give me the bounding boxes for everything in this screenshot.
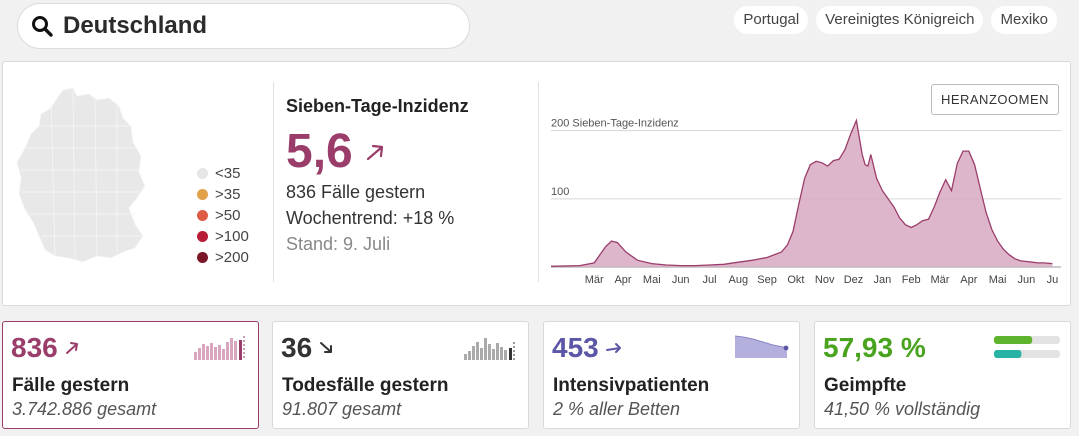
legend-label: >35 <box>215 186 241 203</box>
card-value-row: 453 <box>552 332 623 364</box>
x-tick-label: Okt <box>787 274 804 286</box>
incidence-title: Sieben-Tage-Inzidenz <box>286 96 469 116</box>
germany-map[interactable] <box>11 86 151 266</box>
germany-map-shape <box>16 87 146 263</box>
zoom-in-button[interactable]: HERANZOOMEN <box>930 84 1059 115</box>
card-sub: 3.742.886 gesamt <box>12 399 157 419</box>
x-tick-label: Feb <box>902 274 921 286</box>
legend-item: >100 <box>197 226 249 247</box>
divider <box>538 82 539 282</box>
map-legend: <35 >35 >50 >100 >200 <box>197 163 249 268</box>
legend-label: <35 <box>215 165 241 182</box>
legend-dot-lt35 <box>197 168 208 179</box>
card-sub: 41,50 % vollständig <box>824 399 981 419</box>
incidence-value: 5,6 <box>286 125 353 178</box>
incidence-chart[interactable]: 100 200 Sieben-Tage-Inzidenz Mär Apr Mai Jun… <box>545 117 1067 292</box>
legend-item: >50 <box>197 205 249 226</box>
legend-dot-gt200 <box>197 252 208 263</box>
card-value: 57,93 % <box>823 332 926 363</box>
vaccination-progress-icon <box>994 336 1060 358</box>
x-tick-label: Apr <box>614 274 631 286</box>
incidence-panel: <35 >35 >50 >100 >200 Sieben-Tage-Inzide… <box>2 61 1071 306</box>
card-value: 453 <box>552 332 599 363</box>
card-value-row: 57,93 % <box>823 332 926 364</box>
country-chips: Portugal Vereinigtes Königreich Mexiko <box>734 6 1057 34</box>
card-label: Fälle gestern <box>12 375 130 396</box>
cases-yesterday: 836 Fälle gestern <box>286 182 426 202</box>
country-chip-portugal[interactable]: Portugal <box>734 6 809 34</box>
x-tick-label: Mai <box>643 274 661 286</box>
cases-sparkline-icon <box>194 336 245 360</box>
legend-dot-gt100 <box>197 231 208 242</box>
search-bar[interactable]: Deutschland <box>17 3 470 49</box>
icu-sparkline-icon <box>734 335 789 358</box>
legend-label: >50 <box>215 207 241 224</box>
search-icon <box>32 16 53 37</box>
card-sub: 91.807 gesamt <box>282 399 402 419</box>
x-tick-label: Aug <box>729 274 749 286</box>
card-vaccinated[interactable]: 57,93 % Geimpfte 41,50 % vollständig <box>814 321 1071 429</box>
deaths-sparkline-icon <box>464 338 515 360</box>
legend-label: >100 <box>215 228 249 245</box>
y-tick-label: 200 Sieben-Tage-Inzidenz <box>551 118 679 130</box>
x-tick-label: Nov <box>815 274 835 286</box>
card-label: Intensivpatienten <box>553 375 710 396</box>
trend-up-right-icon <box>65 342 78 354</box>
legend-item: <35 <box>197 163 249 184</box>
x-tick-label: Ju <box>1047 274 1059 286</box>
x-tick-label: Sep <box>757 274 777 286</box>
divider <box>273 82 274 282</box>
card-value: 36 <box>281 332 313 363</box>
legend-dot-gt50 <box>197 210 208 221</box>
card-icu[interactable]: 453 Intensivpatienten 2 % aller Betten <box>543 321 800 429</box>
legend-label: >200 <box>215 249 249 266</box>
country-chip-mexico[interactable]: Mexiko <box>991 6 1057 34</box>
incidence-line <box>550 118 1053 267</box>
card-label: Geimpfte <box>824 375 907 396</box>
germany-map-districts <box>21 89 143 261</box>
search-query: Deutschland <box>63 12 208 39</box>
x-tick-label: Mär <box>931 274 950 286</box>
y-tick-label: 100 <box>551 186 569 198</box>
week-trend: Wochentrend: +18 % <box>286 208 455 228</box>
card-value: 836 <box>11 332 58 363</box>
x-tick-label: Mär <box>585 274 604 286</box>
card-label: Todesfälle gestern <box>282 375 449 396</box>
card-cases[interactable]: 836 Fälle gestern 3.742.886 gesamt <box>2 321 259 429</box>
country-chip-uk[interactable]: Vereinigtes Königreich <box>816 6 984 34</box>
card-sub: 2 % aller Betten <box>553 399 681 419</box>
x-tick-label: Mai <box>989 274 1007 286</box>
x-tick-label: Jun <box>672 274 690 286</box>
trend-right-icon <box>605 343 621 353</box>
incidence-stats: Sieben-Tage-Inzidenz 5,6 836 Fälle geste… <box>286 96 469 257</box>
incidence-value-row: 5,6 <box>286 125 469 179</box>
card-deaths[interactable]: 36 Todesfälle gestern 91.807 gesamt <box>272 321 529 429</box>
card-value-row: 836 <box>11 332 82 364</box>
data-date: Stand: 9. Juli <box>286 234 391 254</box>
legend-item: >200 <box>197 247 249 268</box>
trend-down-right-icon <box>320 342 333 353</box>
legend-dot-gt35 <box>197 189 208 200</box>
legend-item: >35 <box>197 184 249 205</box>
trend-up-right-icon <box>366 144 383 161</box>
x-tick-label: Dez <box>844 274 864 286</box>
x-tick-label: Apr <box>960 274 977 286</box>
x-tick-label: Jun <box>1018 274 1036 286</box>
card-value-row: 36 <box>281 332 336 364</box>
x-tick-label: Jul <box>702 274 716 286</box>
x-tick-label: Jan <box>874 274 892 286</box>
